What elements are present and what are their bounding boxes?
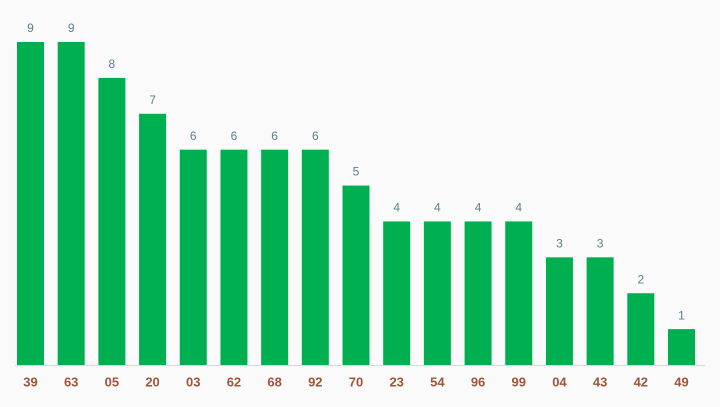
- x-tick-label: 42: [634, 374, 648, 389]
- x-tick-label: 20: [145, 374, 159, 389]
- x-tick-label: 70: [349, 374, 363, 389]
- x-tick-label: 49: [674, 374, 688, 389]
- value-label: 8: [109, 57, 116, 71]
- value-label: 4: [515, 201, 522, 215]
- bar: [98, 77, 126, 365]
- bar: [464, 221, 492, 365]
- bar: [586, 257, 614, 365]
- x-tick-label: 63: [64, 374, 78, 389]
- x-tick-label: 92: [308, 374, 322, 389]
- x-tick-label: 05: [105, 374, 119, 389]
- bar: [301, 149, 329, 365]
- bar: [423, 221, 451, 365]
- value-label: 3: [556, 237, 563, 251]
- x-tick-label: 68: [267, 374, 281, 389]
- value-label: 6: [190, 129, 197, 143]
- bar: [627, 293, 655, 365]
- value-label: 4: [475, 201, 482, 215]
- value-label: 1: [678, 308, 685, 322]
- x-tick-label: 62: [227, 374, 241, 389]
- x-tick-label: 54: [430, 374, 445, 389]
- bar: [342, 185, 370, 365]
- value-label: 4: [393, 201, 400, 215]
- x-tick-label: 03: [186, 374, 200, 389]
- value-label: 9: [68, 21, 75, 35]
- x-tick-label: 39: [23, 374, 37, 389]
- bar: [545, 257, 573, 365]
- value-label: 6: [312, 129, 319, 143]
- bar: [220, 149, 248, 365]
- bar: [505, 221, 533, 365]
- x-tick-label: 96: [471, 374, 485, 389]
- x-tick-label: 99: [512, 374, 526, 389]
- value-label: 5: [353, 165, 360, 179]
- value-label: 4: [434, 201, 441, 215]
- value-label: 6: [271, 129, 278, 143]
- value-label: 3: [597, 237, 604, 251]
- bar: [139, 113, 167, 366]
- bar: [17, 42, 44, 365]
- value-label: 9: [27, 21, 34, 35]
- bar: [261, 149, 289, 365]
- bar: [383, 221, 411, 365]
- value-label: 6: [231, 129, 238, 143]
- x-tick-label: 43: [593, 374, 607, 389]
- bar: [179, 149, 207, 365]
- value-label: 7: [149, 93, 156, 107]
- value-label: 2: [637, 272, 644, 286]
- x-tick-label: 04: [552, 374, 567, 389]
- bar: [668, 329, 695, 365]
- x-tick-label: 23: [389, 374, 403, 389]
- bar: [57, 42, 85, 365]
